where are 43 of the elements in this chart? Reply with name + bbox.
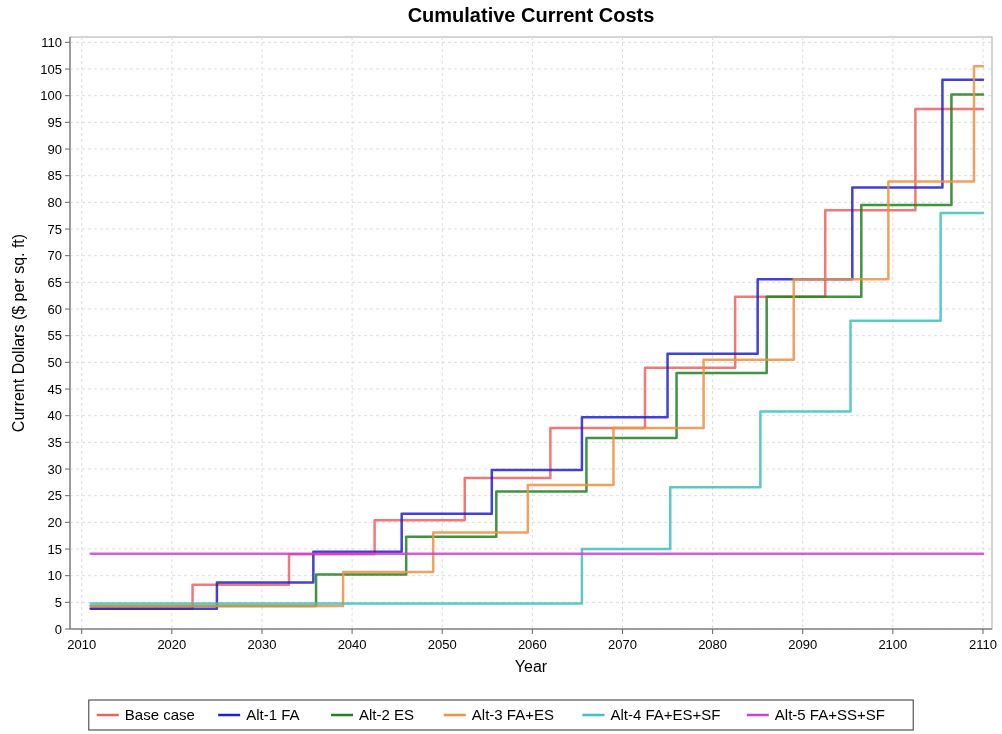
y-tick-label: 80 (47, 194, 62, 210)
y-tick-label: 110 (41, 34, 62, 50)
y-tick-label: 30 (47, 461, 62, 477)
x-tick-label: 2040 (337, 637, 367, 652)
legend-label: Alt-4 FA+ES+SF (610, 706, 721, 723)
y-tick-label: 85 (47, 168, 62, 184)
x-tick-label: 2070 (608, 637, 637, 652)
legend-label: Alt-1 FA (246, 706, 300, 723)
y-tick-label: 75 (47, 221, 62, 237)
x-tick-label: 2030 (247, 637, 277, 652)
y-tick-label: 50 (47, 354, 62, 370)
y-tick-label: 25 (47, 488, 62, 504)
legend-label: Alt-5 FA+SS+SF (774, 706, 885, 723)
x-tick-label: 2090 (788, 637, 818, 652)
y-tick-label: 105 (40, 61, 62, 77)
y-tick-label: 90 (47, 141, 62, 157)
x-tick-label: 2060 (517, 637, 547, 652)
y-tick-label: 65 (47, 274, 62, 290)
y-tick-label: 70 (47, 248, 62, 264)
x-axis-title: Year (514, 658, 548, 675)
legend-label: Base case (124, 706, 195, 723)
y-tick-label: 5 (54, 594, 62, 610)
legend-label: Alt-3 FA+ES (471, 706, 554, 723)
y-axis-title: Current Dollars ($ per sq. ft) (10, 233, 27, 433)
y-tick-label: 20 (47, 514, 62, 530)
y-tick-label: 60 (47, 301, 62, 317)
x-tick-label: 2010 (67, 637, 97, 652)
x-tick-label: 2080 (698, 637, 728, 652)
x-tick-label: 2110 (969, 637, 997, 652)
x-tick-label: 2020 (157, 637, 187, 652)
x-tick-label: 2050 (427, 637, 457, 652)
y-tick-label: 45 (47, 381, 62, 397)
y-tick-label: 15 (47, 541, 62, 557)
y-tick-label: 40 (47, 408, 62, 424)
y-tick-label: 10 (47, 568, 62, 584)
y-tick-label: 55 (47, 328, 62, 344)
y-tick-label: 100 (40, 88, 62, 104)
y-tick-label: 0 (54, 621, 62, 637)
y-tick-label: 95 (47, 114, 62, 130)
legend-label: Alt-2 ES (359, 706, 415, 723)
y-tick-label: 35 (47, 434, 62, 450)
chart-title: Cumulative Current Costs (407, 4, 655, 26)
x-tick-label: 2100 (878, 637, 908, 652)
